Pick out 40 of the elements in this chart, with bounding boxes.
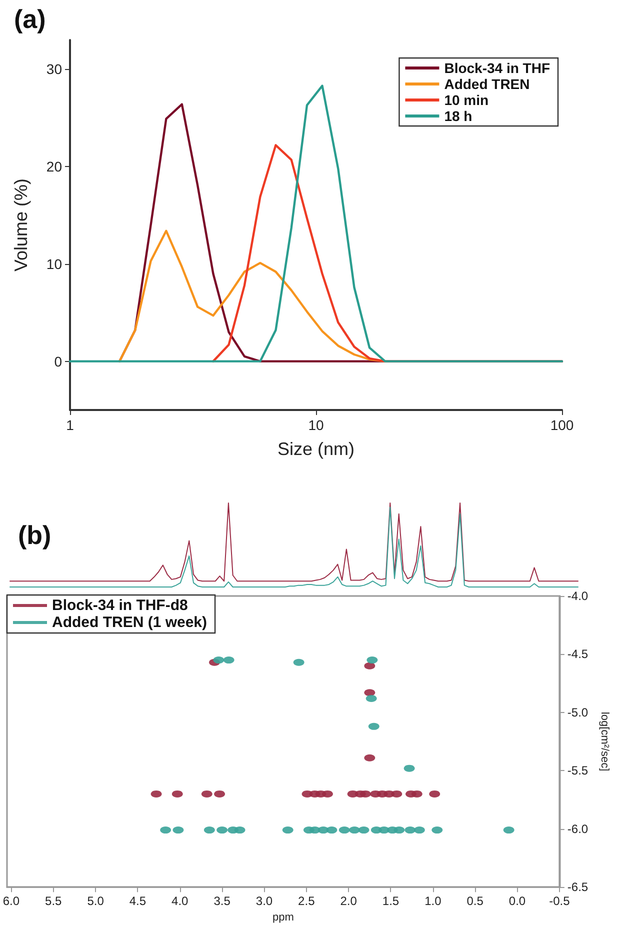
legend-label: Added TREN (1 week): [52, 614, 208, 631]
x-tick-label: 2.5: [298, 894, 316, 908]
x-tick-label: 1: [66, 417, 74, 433]
legend-label: Block-34 in THF-d8: [52, 597, 188, 614]
x-axis-title: ppm: [272, 912, 294, 924]
y-tick-label: 30: [46, 61, 62, 78]
x-tick-label: 100: [550, 417, 574, 433]
x-tick-label: 0.0: [508, 894, 526, 908]
x-tick-label: 1.5: [382, 894, 400, 908]
y-tick-label: 20: [46, 158, 62, 175]
annotation: (b): [18, 520, 52, 550]
text: (a): [14, 4, 46, 34]
x-axis-title: Size (nm): [277, 439, 355, 459]
x-tick-label: 4.0: [172, 894, 189, 908]
x-tick-label: -0.5: [549, 894, 570, 908]
x-tick-label: 5.5: [45, 894, 62, 908]
x-tick-label: 5.0: [87, 894, 104, 908]
x-tick-label: 1.0: [424, 894, 442, 908]
y-tick-label: -4.5: [567, 647, 588, 662]
x-tick-label: 4.5: [129, 894, 146, 908]
y-tick-label: -5.5: [567, 764, 588, 778]
x-tick-label: 2.0: [340, 894, 358, 908]
x-tick-label: 3.5: [214, 894, 231, 908]
x-tick-label: 6.0: [2, 894, 20, 908]
y-axis-title: Volume (%): [11, 178, 31, 272]
x-tick-label: 10: [308, 417, 324, 433]
y-tick-label: 10: [46, 256, 62, 272]
y-tick-label: -6.0: [567, 822, 588, 836]
y-tick-label: -4.0: [567, 589, 588, 603]
legend-label: 18 h: [444, 108, 472, 124]
y-axis-title: log[cm²/sec]: [598, 712, 610, 772]
legend-label: Block-34 in THF: [444, 60, 550, 76]
y-tick-label: -6.5: [567, 880, 588, 894]
x-tick-label: 3.0: [256, 894, 273, 908]
x-tick-label: 0.5: [466, 894, 484, 908]
legend-label: 10 min: [444, 92, 489, 108]
y-tick-label: -5.0: [567, 705, 588, 720]
line-series: [118, 230, 386, 362]
y-tick-label: 0: [54, 353, 62, 370]
legend-label: Added TREN: [444, 76, 530, 92]
